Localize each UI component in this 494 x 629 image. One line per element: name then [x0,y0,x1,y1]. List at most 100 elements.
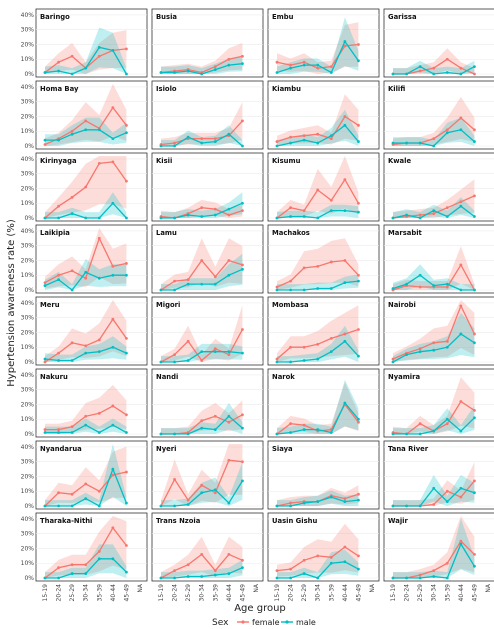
male-point [227,273,231,277]
male-point [432,486,436,490]
female-point [343,178,347,182]
female-point [200,137,204,141]
male-point [213,282,217,286]
x-tick-label: 40-44 [110,584,117,602]
male-point [97,504,101,508]
male-point [275,144,279,148]
male-point [275,504,279,508]
female-point [97,236,101,240]
facet-panel: Nairobi [383,296,494,366]
female-point [432,137,436,141]
panel-border [151,8,264,78]
female-point [200,206,204,210]
female-point [186,498,190,502]
x-tick-label: 30-34 [315,584,322,602]
facet-panel: Kwale [383,152,494,222]
male-point [473,65,476,69]
x-tick-label: 20-24 [404,584,411,602]
male-point [125,351,128,355]
panel-title: Marsabit [388,229,423,237]
facet-panel: Machakos [267,224,380,294]
male-point [343,209,347,213]
male-ribbon [45,544,127,578]
female-point [275,357,279,361]
female-point [213,347,217,351]
female-point [111,264,115,268]
panel-border [151,80,264,150]
male-ribbon [45,259,127,290]
female-ribbon [277,485,359,506]
y-tick-label: 30% [21,243,35,250]
panel-border [151,296,264,366]
female-point [459,200,463,204]
female-point [70,54,74,58]
female-point [70,492,74,496]
male-point [445,215,449,218]
male-point [57,431,60,434]
panel-border [383,8,494,78]
male-point [173,432,176,436]
male-point [357,210,360,214]
panel-border [35,80,148,150]
male-point [186,432,190,436]
male-point [418,65,422,69]
male-point [473,215,476,218]
female-point [125,470,128,474]
male-point [289,576,292,580]
female-point [173,279,176,283]
male-point [97,350,101,354]
male-point [302,428,306,431]
female-ribbon [45,84,127,146]
female-point [316,188,320,192]
x-tick-label: 45-49 [471,584,478,602]
male-ribbon [45,336,127,362]
facet-panel: Narok [267,368,380,438]
male-point [111,48,115,52]
panel-border [267,440,380,510]
male-point [316,287,320,290]
male-point [405,141,408,145]
male-point [275,576,279,580]
female-point [316,342,320,346]
female-point [125,179,128,183]
female-point [84,344,88,348]
female-point [432,341,436,345]
male-point [391,504,395,508]
male-point [43,284,47,287]
female-point [213,137,217,141]
male-point [213,573,217,577]
female-point [57,60,60,64]
facet-panel: Baringo [35,8,148,78]
x-tick-label: 35-39 [96,584,103,602]
female-point [200,259,204,262]
female-point [227,353,231,357]
panel-border [35,512,148,582]
female-point [275,140,279,143]
female-point [343,44,347,48]
female-point [275,569,279,573]
male-point [357,498,360,502]
female-point [302,345,306,349]
male-point [357,354,360,358]
facet-panel: Lamu [151,224,264,294]
male-point [473,341,476,345]
female-point [213,491,217,495]
female-point [289,501,292,505]
male-point [200,575,204,578]
x-tick-label: 20-24 [288,584,295,602]
male-ribbon [393,405,475,434]
female-ribbon [277,94,359,146]
female-point [227,259,231,262]
male-point [473,564,476,568]
male-point [459,288,463,292]
female-point [57,491,60,495]
facet-panel: Marsabit [383,224,494,294]
y-tick-label: 0% [24,143,34,150]
male-point [343,560,347,564]
panel-title: Meru [40,301,60,309]
y-tick-label: 10% [21,272,35,279]
male-point [125,216,128,220]
male-point [357,140,360,143]
female-point [97,550,101,553]
male-ribbon [277,204,359,218]
